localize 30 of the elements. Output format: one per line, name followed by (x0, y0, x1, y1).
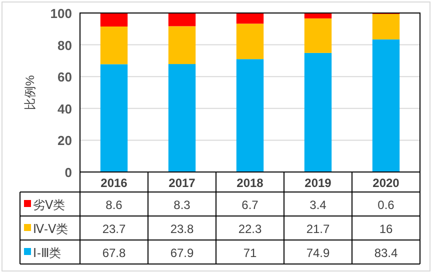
legend-label: Ⅰ-Ⅲ类 (33, 246, 61, 260)
y-tick-label: 60 (58, 70, 72, 85)
data-label: 6.7 (242, 198, 259, 212)
y-tick-label: 80 (58, 38, 72, 53)
data-label: 74.9 (306, 246, 330, 260)
data-label: 67.9 (170, 246, 194, 260)
x-tick-label: 2020 (372, 176, 400, 190)
data-label: 23.8 (170, 222, 194, 236)
data-label: 21.7 (306, 222, 330, 236)
y-tick-label: 40 (58, 101, 72, 116)
data-label: 8.6 (106, 198, 123, 212)
data-label: 83.4 (374, 246, 398, 260)
y-tick-label: 0 (64, 165, 72, 180)
data-label: 22.3 (238, 222, 262, 236)
x-tick-label: 2016 (100, 176, 128, 190)
y-tick-label: 20 (58, 133, 72, 148)
data-label: 3.4 (310, 198, 327, 212)
data-label: 71 (243, 246, 257, 260)
data-label: 16 (379, 222, 393, 236)
data-label: 8.3 (174, 198, 191, 212)
x-tick-label: 2019 (304, 176, 332, 190)
x-tick-label: 2018 (236, 176, 264, 190)
data-label: 0.6 (378, 198, 395, 212)
data-label: 23.7 (102, 222, 126, 236)
data-label: 67.8 (102, 246, 126, 260)
legend-label: Ⅳ-Ⅴ类 (33, 222, 68, 236)
x-tick-label: 2017 (168, 176, 196, 190)
y-tick-label: 100 (50, 6, 72, 21)
y-axis-title: 比例% (23, 74, 37, 110)
legend-label: 劣Ⅴ类 (33, 198, 65, 212)
